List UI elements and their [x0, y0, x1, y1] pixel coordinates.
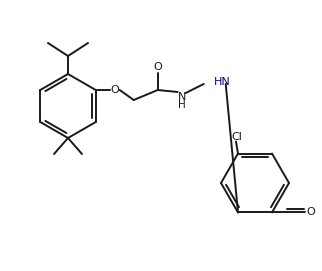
Text: O: O [307, 207, 315, 217]
Text: H: H [178, 100, 185, 110]
Text: HN: HN [214, 77, 231, 87]
Text: O: O [110, 85, 119, 95]
Text: N: N [177, 92, 186, 102]
Text: Cl: Cl [232, 131, 242, 141]
Text: O: O [153, 62, 162, 72]
